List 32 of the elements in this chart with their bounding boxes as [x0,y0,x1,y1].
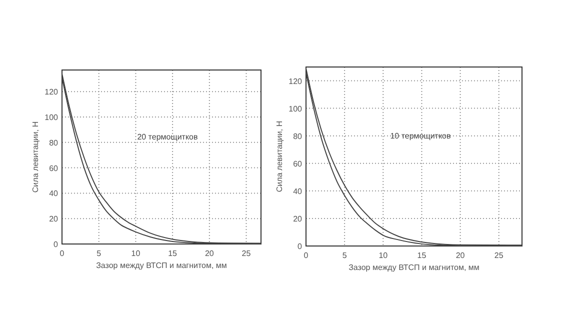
y-tick-label: 80 [293,132,303,141]
annotation: 10 термощитков [390,132,451,141]
y-tick-label: 0 [54,240,59,249]
y-tick-label: 40 [49,189,59,198]
x-axis-title: Зазор между ВТСП и магнитом, мм [96,261,227,270]
y-tick-label: 120 [288,76,303,86]
x-tick-label: 15 [168,249,178,258]
y-tick-label: 120 [44,88,59,97]
x-tick-label: 10 [131,249,141,258]
y-tick-label: 80 [49,138,59,148]
x-tick-label: 20 [456,251,466,260]
y-axis-title: Сила левитации, Н [275,120,284,192]
y-tick-label: 100 [44,112,59,122]
y-tick-label: 100 [288,104,303,114]
y-axis-title: Сила левитации, Н [31,121,40,193]
x-tick-label: 25 [242,249,252,258]
x-tick-label: 5 [342,251,348,260]
y-tick-label: 20 [49,214,59,224]
y-tick-label: 0 [298,242,303,251]
x-tick-label: 20 [204,249,214,258]
y-tick-label: 60 [293,159,303,168]
x-tick-label: 5 [96,249,102,258]
y-tick-label: 20 [293,214,303,224]
x-axis-title: Зазор между ВТСП и магнитом, мм [348,263,480,272]
y-tick-label: 60 [49,164,59,173]
y-tick-label: 40 [293,186,303,196]
x-tick-label: 0 [60,249,65,258]
annotation: 20 термощитков [137,132,198,142]
x-tick-label: 25 [494,251,504,260]
x-tick-label: 0 [304,251,309,260]
x-tick-label: 10 [378,251,388,260]
x-tick-label: 15 [417,251,427,260]
